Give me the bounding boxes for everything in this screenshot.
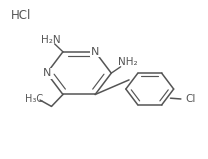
Text: NH₂: NH₂ [118, 57, 138, 67]
Text: N: N [91, 47, 99, 57]
Text: H₃C: H₃C [25, 94, 43, 104]
Text: N: N [43, 68, 51, 78]
Text: Cl: Cl [185, 94, 195, 104]
Text: H₂N: H₂N [41, 35, 60, 45]
Text: HCl: HCl [11, 9, 31, 22]
